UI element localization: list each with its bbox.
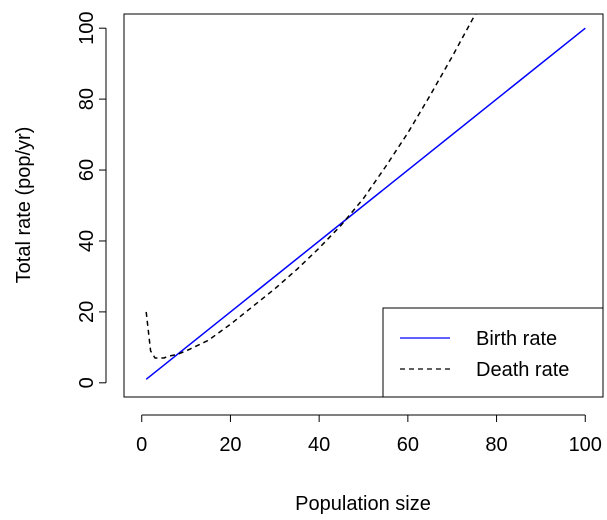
legend-label-death-rate: Death rate (476, 359, 569, 381)
series-line-birth-rate (145, 27, 586, 380)
x-tick-label: 60 (397, 434, 419, 456)
x-tick-label: 40 (308, 434, 330, 456)
x-tick-label: 0 (136, 434, 147, 456)
y-axis: 0 20 40 60 80 100 (76, 11, 107, 388)
x-axis-title: Population size (295, 493, 431, 515)
legend: Birth rate Death rate (382, 307, 604, 398)
y-tick-label: 40 (76, 230, 98, 252)
y-tick-label: 20 (76, 301, 98, 323)
y-tick-label: 0 (76, 377, 98, 388)
y-tick-label: 80 (76, 88, 98, 110)
y-axis-title: Total rate (pop/yr) (13, 127, 35, 284)
series-line-death-rate (145, 14, 477, 359)
series-layer (145, 14, 586, 380)
x-tick-label: 100 (569, 434, 602, 456)
y-tick-label: 60 (76, 159, 98, 181)
x-tick-label: 20 (219, 434, 241, 456)
x-tick-label: 80 (485, 434, 507, 456)
plot-frame (123, 13, 604, 398)
y-tick-label: 100 (76, 11, 98, 44)
x-axis: 0 20 40 60 80 100 (136, 414, 602, 456)
legend-label-birth-rate: Birth rate (476, 328, 557, 350)
legend-box (382, 307, 604, 398)
